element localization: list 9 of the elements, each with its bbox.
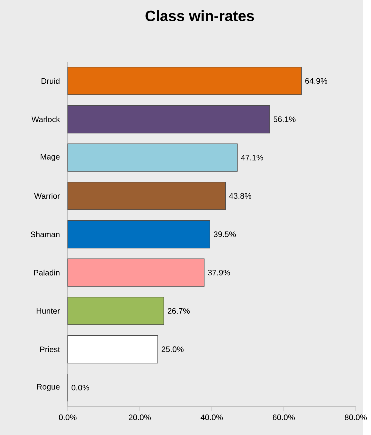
bar	[68, 220, 211, 249]
bar	[68, 105, 270, 134]
bar	[68, 67, 302, 96]
bar	[68, 144, 238, 172]
bar	[68, 297, 165, 326]
bar	[68, 258, 205, 287]
chart-title: Class win-rates	[146, 10, 254, 22]
bar	[68, 335, 158, 364]
bar	[68, 182, 226, 210]
